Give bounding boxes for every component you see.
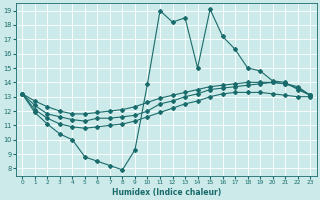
X-axis label: Humidex (Indice chaleur): Humidex (Indice chaleur) bbox=[112, 188, 221, 197]
